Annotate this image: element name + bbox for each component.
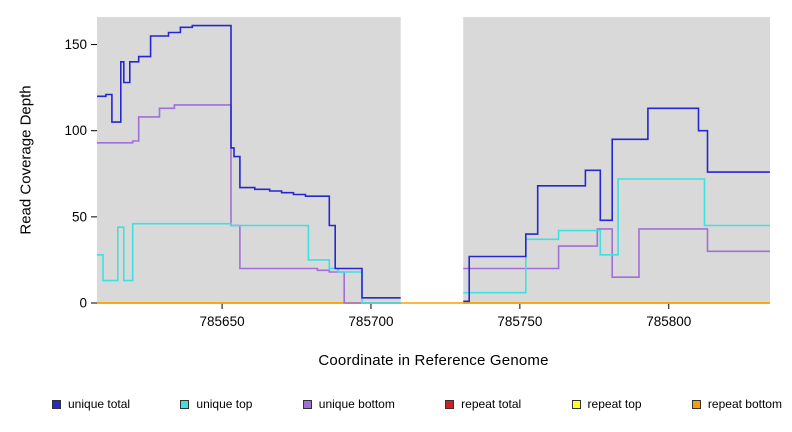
x-axis-title: Coordinate in Reference Genome bbox=[318, 352, 549, 369]
series-unique-total bbox=[463, 107, 770, 303]
legend-label: repeat total bbox=[461, 397, 522, 411]
legend-label: repeat bottom bbox=[707, 397, 782, 411]
legend-label: unique bottom bbox=[318, 397, 395, 411]
legend-swatch bbox=[571, 399, 581, 409]
legend-item-unique-top: unique top bbox=[180, 397, 252, 411]
series-unique-bottom bbox=[97, 104, 401, 304]
y-axis-title: Read Coverage Depth bbox=[17, 85, 35, 235]
legend-item-repeat-total: repeat total bbox=[445, 397, 521, 411]
legend-swatch bbox=[180, 399, 190, 409]
legend: unique total unique top unique bottom repea… bbox=[52, 397, 782, 411]
legend-item-unique-bottom: unique bottom bbox=[302, 397, 395, 411]
legend-swatch bbox=[302, 399, 312, 409]
legend-label: unique top bbox=[196, 397, 253, 411]
legend-label: repeat top bbox=[587, 397, 642, 411]
legend-label: unique total bbox=[68, 397, 131, 411]
y-tick-label: 0 bbox=[79, 296, 87, 311]
series-unique-top bbox=[97, 222, 401, 304]
masked-region bbox=[400, 17, 464, 303]
coverage-chart: 785650 785700 785750 785800 0 50 100 150 bbox=[64, 17, 770, 329]
legend-swatch bbox=[691, 399, 701, 409]
x-tick-label: 785750 bbox=[497, 314, 542, 329]
y-tick-label: 100 bbox=[64, 123, 87, 138]
x-tick-label: 785800 bbox=[646, 314, 691, 329]
legend-item-unique-total: unique total bbox=[52, 397, 130, 411]
legend-item-repeat-top: repeat top bbox=[571, 397, 642, 411]
series-unique-bottom bbox=[463, 228, 770, 278]
y-tick-label: 50 bbox=[72, 209, 87, 224]
series-unique-total bbox=[97, 24, 401, 299]
legend-swatch bbox=[52, 399, 61, 409]
x-tick-label: 785700 bbox=[348, 314, 393, 329]
y-tick-label: 150 bbox=[64, 37, 87, 52]
x-tick-label: 785650 bbox=[200, 314, 245, 329]
legend-swatch bbox=[445, 399, 455, 409]
legend-item-repeat-bottom: repeat bottom bbox=[691, 397, 782, 411]
